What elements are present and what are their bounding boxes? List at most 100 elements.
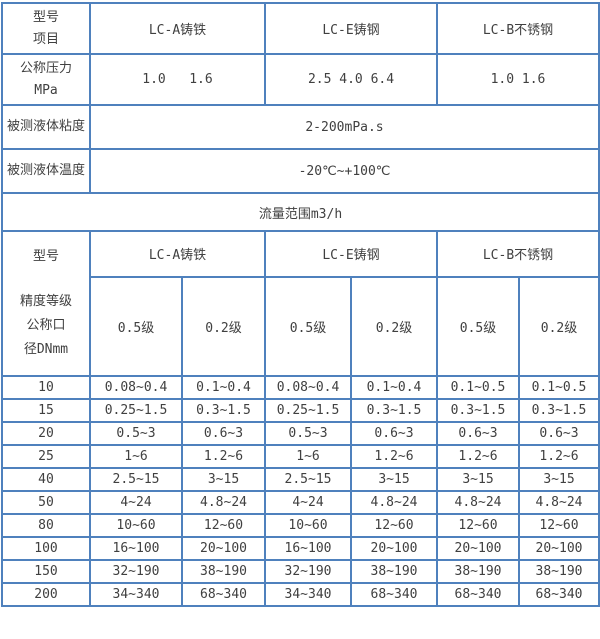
flow-corner-accuracy-label: 精度等级 公称口 径DNmm <box>19 293 72 357</box>
flow-value-cell: 0.6~3 <box>350 421 438 446</box>
flow-value-cell: 3~15 <box>436 467 520 492</box>
flow-value-cell: 0.1~0.5 <box>518 375 600 400</box>
flow-value-cell: 4.8~24 <box>518 490 600 515</box>
flow-value-cell: 38~190 <box>436 559 520 584</box>
flow-value-cell: 32~190 <box>264 559 352 584</box>
dn-cell: 20 <box>1 421 91 446</box>
flow-value-cell: 0.25~1.5 <box>264 398 352 423</box>
accuracy-class-row: 0.5级 0.2级 0.5级 0.2级 0.5级 0.2级 <box>2 275 600 378</box>
corner-cell: 型号 项目 <box>1 2 91 55</box>
dn-cell: 150 <box>1 559 91 584</box>
dn-cell: 50 <box>1 490 91 515</box>
flow-value-cell: 68~340 <box>350 582 438 607</box>
flow-value-cell: 3~15 <box>350 467 438 492</box>
flow-value-cell: 0.08~0.4 <box>89 375 183 400</box>
flow-value-cell: 0.3~1.5 <box>350 398 438 423</box>
flow-corner-content: 型号 精度等级 公称口 径DNmm <box>4 233 88 374</box>
flow-row-dn15: 15 0.25~1.5 0.3~1.5 0.25~1.5 0.3~1.5 0.3… <box>1 398 600 423</box>
flow-value-cell: 0.6~3 <box>436 421 520 446</box>
flow-value-cell: 1.2~6 <box>436 444 520 469</box>
flow-value-cell: 20~100 <box>518 536 600 561</box>
dn-cell: 15 <box>1 398 91 423</box>
flow-value-cell: 10~60 <box>264 513 352 538</box>
flow-value-cell: 0.3~1.5 <box>436 398 520 423</box>
flow-value-cell: 0.08~0.4 <box>264 375 352 400</box>
pressure-label: 公称压力 MPa <box>1 53 91 106</box>
flow-value-cell: 2.5~15 <box>89 467 183 492</box>
flow-value-cell: 4.8~24 <box>350 490 438 515</box>
flow-value-cell: 38~190 <box>350 559 438 584</box>
flow-model-header-lca: LC-A铸铁 <box>89 230 266 278</box>
flow-value-cell: 1.2~6 <box>350 444 438 469</box>
accuracy-class-cell: 0.2级 <box>350 275 438 378</box>
flow-value-cell: 3~15 <box>518 467 600 492</box>
flow-corner-model-label: 型号 <box>32 248 59 264</box>
pressure-value-lce: 2.5 4.0 6.4 <box>264 53 438 106</box>
flow-row-dn10: 10 0.08~0.4 0.1~0.4 0.08~0.4 0.1~0.4 0.1… <box>1 375 600 400</box>
accuracy-class-cell: 0.2级 <box>518 275 600 378</box>
flow-value-cell: 1~6 <box>264 444 352 469</box>
flow-value-cell: 0.6~3 <box>518 421 600 446</box>
flow-value-cell: 12~60 <box>181 513 266 538</box>
flow-value-cell: 12~60 <box>436 513 520 538</box>
flow-row-dn200: 200 34~340 68~340 34~340 68~340 68~340 6… <box>1 582 600 607</box>
spec-table: 型号 项目 LC-A铸铁 LC-E铸钢 LC-B不锈钢 公称压力 MPa 1.0… <box>1 2 600 607</box>
dn-cell: 25 <box>1 444 91 469</box>
flow-value-cell: 0.1~0.5 <box>436 375 520 400</box>
flow-value-cell: 16~100 <box>89 536 183 561</box>
model-header-lca: LC-A铸铁 <box>89 2 266 55</box>
flow-value-cell: 0.5~3 <box>264 421 352 446</box>
flow-range-title: 流量范围m3/h <box>1 192 600 232</box>
viscosity-row: 被测液体粘度 2-200mPa.s <box>1 104 600 150</box>
flow-value-cell: 0.3~1.5 <box>181 398 266 423</box>
flow-value-cell: 34~340 <box>89 582 183 607</box>
flow-value-cell: 12~60 <box>518 513 600 538</box>
flow-model-header-lcb: LC-B不锈钢 <box>436 230 600 278</box>
flow-value-cell: 0.1~0.4 <box>350 375 438 400</box>
flow-value-cell: 68~340 <box>518 582 600 607</box>
pressure-row: 公称压力 MPa 1.0 1.6 2.5 4.0 6.4 1.0 1.6 <box>1 53 600 106</box>
flow-value-cell: 1.2~6 <box>518 444 600 469</box>
flow-value-cell: 68~340 <box>436 582 520 607</box>
model-header-lce: LC-E铸钢 <box>264 2 438 55</box>
flow-value-cell: 38~190 <box>181 559 266 584</box>
flow-value-cell: 10~60 <box>89 513 183 538</box>
flow-value-cell: 0.1~0.4 <box>181 375 266 400</box>
flow-value-cell: 3~15 <box>181 467 266 492</box>
flow-value-cell: 1~6 <box>89 444 183 469</box>
dn-cell: 200 <box>1 582 91 607</box>
flow-value-cell: 34~340 <box>264 582 352 607</box>
flow-value-cell: 38~190 <box>518 559 600 584</box>
dn-cell: 10 <box>1 375 91 400</box>
flow-value-cell: 20~100 <box>350 536 438 561</box>
temperature-row: 被测液体温度 -20℃~+100℃ <box>1 148 600 194</box>
flow-value-cell: 0.6~3 <box>181 421 266 446</box>
accuracy-class-cell: 0.5级 <box>436 275 520 378</box>
flow-value-cell: 4~24 <box>264 490 352 515</box>
flow-value-cell: 4.8~24 <box>436 490 520 515</box>
flow-value-cell: 1.2~6 <box>181 444 266 469</box>
temperature-label: 被测液体温度 <box>1 148 91 194</box>
viscosity-label: 被测液体粘度 <box>1 104 91 150</box>
viscosity-value: 2-200mPa.s <box>89 104 600 150</box>
flow-value-cell: 12~60 <box>350 513 438 538</box>
flow-range-title-row: 流量范围m3/h <box>1 192 600 232</box>
dn-cell: 100 <box>1 536 91 561</box>
flow-value-cell: 4.8~24 <box>181 490 266 515</box>
dn-cell: 40 <box>1 467 91 492</box>
model-header-lcb: LC-B不锈钢 <box>436 2 600 55</box>
flow-value-cell: 2.5~15 <box>264 467 352 492</box>
flow-value-cell: 0.3~1.5 <box>518 398 600 423</box>
header-row: 型号 项目 LC-A铸铁 LC-E铸钢 LC-B不锈钢 <box>1 2 600 55</box>
flow-value-cell: 32~190 <box>89 559 183 584</box>
flow-value-cell: 0.25~1.5 <box>89 398 183 423</box>
flow-value-cell: 4~24 <box>89 490 183 515</box>
flow-model-header-lce: LC-E铸钢 <box>264 230 438 278</box>
flow-row-dn25: 25 1~6 1.2~6 1~6 1.2~6 1.2~6 1.2~6 <box>1 444 600 469</box>
flow-value-cell: 16~100 <box>264 536 352 561</box>
flow-value-cell: 0.5~3 <box>89 421 183 446</box>
flow-row-dn50: 50 4~24 4.8~24 4~24 4.8~24 4.8~24 4.8~24 <box>1 490 600 515</box>
flow-row-dn150: 150 32~190 38~190 32~190 38~190 38~190 3… <box>1 559 600 584</box>
dn-cell: 80 <box>1 513 91 538</box>
accuracy-class-cell: 0.2级 <box>181 275 266 378</box>
